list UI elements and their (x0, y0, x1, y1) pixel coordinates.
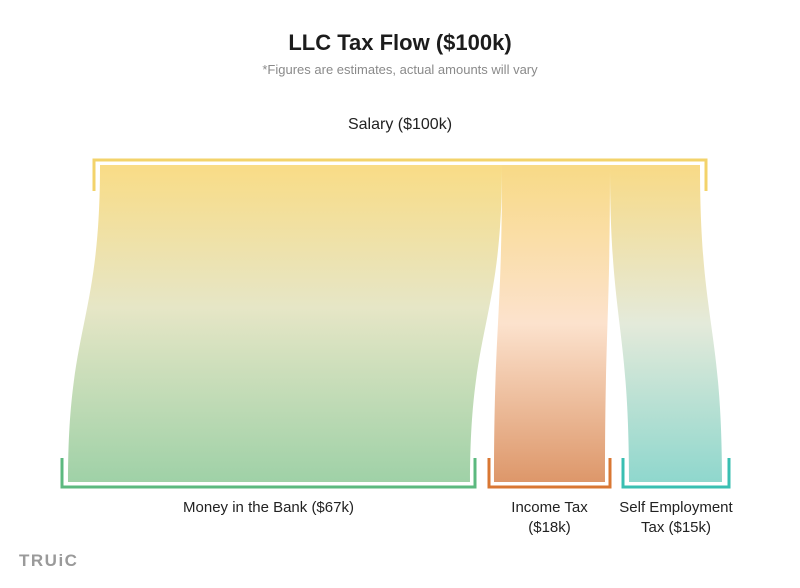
flow-band-self (610, 165, 722, 482)
flow-band-bank (68, 165, 502, 482)
target-label-bank: Money in the Bank ($67k) (183, 499, 354, 516)
brand-logo: TRUiC (19, 551, 79, 570)
chart-subtitle: *Figures are estimates, actual amounts w… (262, 62, 538, 77)
target-bracket-bank (60, 458, 477, 489)
source-bracket (92, 158, 708, 191)
target-label-self: Self Employment Tax ($15k) (619, 499, 733, 536)
flow-band-income (494, 165, 610, 482)
target-bracket-self (621, 458, 731, 489)
target-label-income: Income Tax ($18k) (511, 499, 588, 536)
chart-title: LLC Tax Flow ($100k) (288, 30, 512, 55)
source-label: Salary ($100k) (347, 116, 453, 133)
target-bracket-income (487, 458, 612, 489)
